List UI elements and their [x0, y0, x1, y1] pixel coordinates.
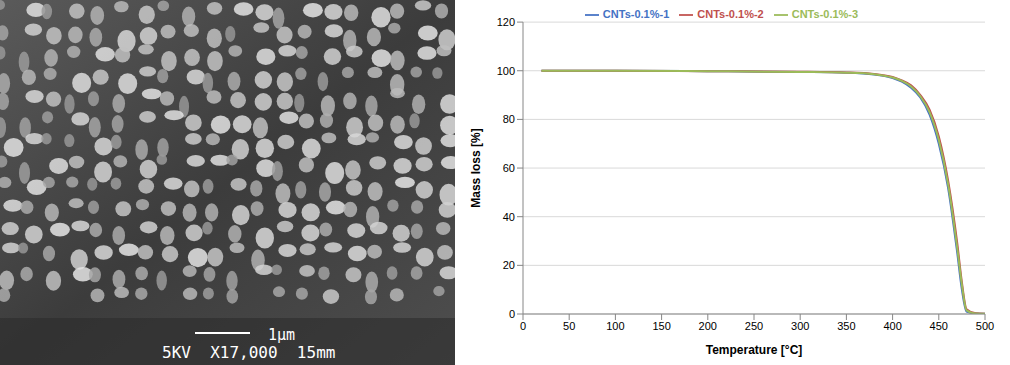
- svg-text:20: 20: [503, 259, 515, 271]
- svg-text:250: 250: [745, 320, 763, 332]
- svg-text:40: 40: [503, 211, 515, 223]
- svg-text:150: 150: [652, 320, 670, 332]
- svg-text:0: 0: [520, 320, 526, 332]
- svg-text:Temperature [°C]: Temperature [°C]: [706, 343, 803, 357]
- svg-text:80: 80: [503, 113, 515, 125]
- html-text:CNTs-0.1%-1: CNTs-0.1%-1: [602, 8, 670, 20]
- svg-text:350: 350: [837, 320, 855, 332]
- svg-text:0: 0: [509, 308, 515, 320]
- html-text:CNTs-0.1%-2: CNTs-0.1%-2: [697, 8, 764, 20]
- svg-text:5KV X17,000 15mm: 5KV X17,000 15mm: [162, 343, 335, 362]
- svg-text:100: 100: [497, 65, 515, 77]
- svg-text:200: 200: [699, 320, 717, 332]
- svg-text:300: 300: [791, 320, 809, 332]
- svg-text:450: 450: [930, 320, 948, 332]
- svg-text:60: 60: [503, 162, 515, 174]
- svg-text:50: 50: [563, 320, 575, 332]
- svg-text:400: 400: [883, 320, 901, 332]
- html-text:CNTs-0.1%-3: CNTs-0.1%-3: [791, 8, 859, 20]
- svg-text:1μm: 1μm: [268, 326, 295, 344]
- svg-text:120: 120: [497, 16, 515, 28]
- svg-text:500: 500: [976, 320, 994, 332]
- svg-text:100: 100: [606, 320, 624, 332]
- svg-text:Mass loss [%]: Mass loss [%]: [469, 128, 483, 207]
